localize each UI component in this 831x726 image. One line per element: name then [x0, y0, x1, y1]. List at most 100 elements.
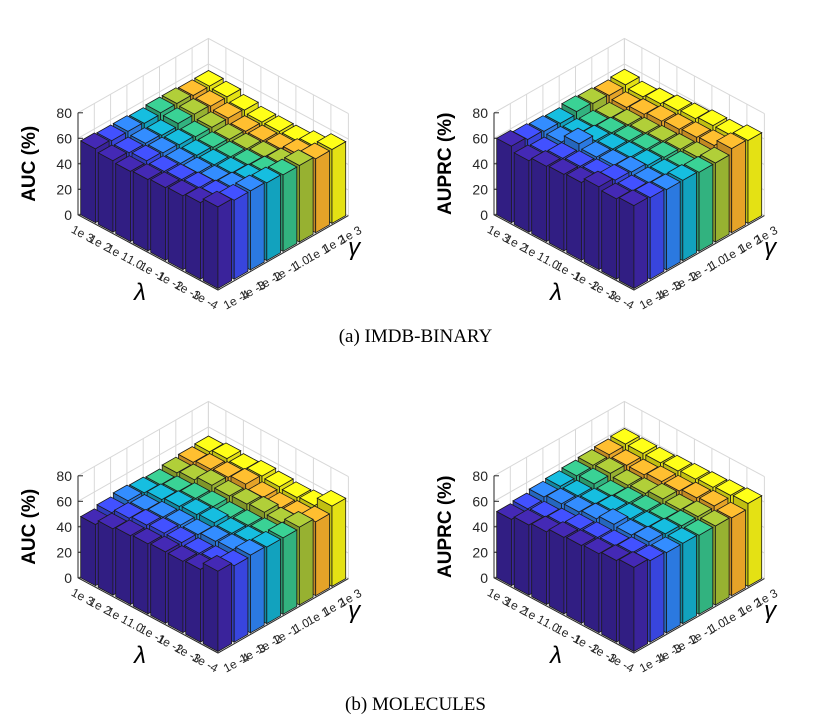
bar-face-top: [631, 132, 662, 150]
bar-face-top: [234, 538, 266, 556]
bar-face-right: [698, 163, 714, 252]
bar-face-top: [632, 510, 663, 528]
bar-face-top: [577, 449, 608, 466]
bar-face-top: [178, 98, 209, 115]
bar-face-top: [593, 438, 624, 456]
bar-face-top: [193, 70, 225, 87]
bar-face-left: [132, 535, 149, 615]
bar-face-top: [596, 479, 627, 497]
bar-face-right: [331, 497, 347, 588]
bar-face-top: [114, 519, 145, 537]
bar-face-right: [266, 174, 281, 262]
bar-face-top: [682, 500, 713, 518]
bar-face-top: [177, 79, 208, 96]
bar-face-top: [212, 101, 243, 119]
bar-face-right: [682, 171, 697, 262]
bar-face-top: [681, 121, 712, 138]
bar-face-top: [131, 508, 162, 526]
bar-face-left: [583, 545, 600, 634]
bar-face-top: [228, 453, 260, 470]
z-tick-label: 80: [472, 105, 488, 121]
bar-face-right: [714, 517, 730, 606]
bar-face-top: [578, 467, 609, 485]
bar-face-top: [246, 459, 277, 477]
z-tick-label: 20: [472, 544, 488, 560]
bar-face-top: [216, 156, 247, 174]
bar-face-top: [679, 102, 711, 120]
bar-face-right: [633, 197, 649, 290]
bar: [202, 555, 233, 653]
bar-face-top: [246, 105, 277, 123]
bar-face-top: [161, 456, 192, 474]
bar-face-top: [609, 427, 641, 445]
bar-face-left: [496, 137, 512, 224]
bar-face-top: [228, 93, 260, 111]
bar-face-left: [566, 173, 582, 261]
z-tick-label: 0: [480, 570, 488, 586]
bar-face-top: [230, 115, 261, 132]
bar-face-right: [250, 546, 265, 634]
bar-face-top: [609, 68, 641, 86]
lambda-tick-label: 1e -4: [190, 650, 221, 675]
bar-face-left: [167, 552, 184, 634]
lambda-axis-title: λ: [132, 642, 146, 669]
z-axis-title: AUPRC (%): [435, 113, 456, 215]
bar-face-right: [331, 140, 347, 225]
bar-face-top: [613, 486, 644, 504]
bar-face-left: [115, 527, 131, 606]
bar-face-top: [628, 98, 659, 115]
bar-face-top: [211, 80, 242, 98]
bar-face-top: [163, 128, 194, 146]
bar-face-top: [180, 482, 211, 499]
bar-face-top: [716, 501, 747, 519]
bar-face-right: [217, 198, 233, 290]
bar-face-top: [112, 115, 143, 132]
lambda-tick-label: 1e -4: [190, 287, 221, 312]
bar-face-top: [662, 94, 693, 112]
bar-face-right: [731, 140, 746, 234]
bar-face-top: [594, 457, 625, 474]
bar-face-top: [149, 535, 180, 553]
bar-face-top: [617, 536, 648, 553]
bar-face-top: [561, 459, 592, 477]
bar-face-top: [251, 166, 282, 184]
bar-face-top: [162, 107, 193, 124]
bar-face-top: [564, 150, 595, 167]
z-axis-title: AUPRC (%): [435, 476, 456, 578]
bar-face-top: [180, 120, 211, 138]
gridline-z: [493, 400, 765, 478]
bar-face-left: [496, 510, 512, 587]
bar-face-right: [747, 495, 763, 588]
z-tick-label: 40: [472, 519, 488, 535]
z-tick-label: 20: [472, 181, 488, 197]
bar-face-right: [298, 518, 314, 606]
bar-face-top: [216, 517, 247, 534]
bar-face-top: [263, 470, 295, 488]
bar-face-right: [649, 189, 665, 280]
bar-face-top: [183, 171, 214, 189]
bar-face-top: [644, 446, 676, 464]
bar-face-top: [629, 116, 660, 134]
bar-face-top: [177, 446, 208, 463]
bar: [618, 551, 649, 653]
bar-face-left: [548, 528, 565, 615]
bar-face-right: [315, 513, 330, 597]
bar-face-top: [128, 107, 159, 124]
lambda-axis-title: λ: [132, 279, 146, 306]
bar-face-top: [667, 527, 698, 544]
bar: [618, 189, 649, 290]
bar-face-top: [198, 148, 229, 166]
bar-face-top: [600, 182, 631, 200]
bar-face-top: [593, 79, 624, 96]
z-tick-label: 60: [56, 493, 72, 509]
bar-face-right: [266, 538, 281, 625]
bar-face-top: [213, 479, 244, 497]
bar-face-top: [548, 521, 579, 538]
bar-face-left: [167, 187, 184, 271]
bar-face-top: [202, 190, 233, 208]
bar-face-top: [650, 173, 682, 191]
bar-face-top: [166, 526, 197, 544]
bar-face-top: [548, 158, 579, 175]
bar-face-top: [230, 467, 261, 485]
